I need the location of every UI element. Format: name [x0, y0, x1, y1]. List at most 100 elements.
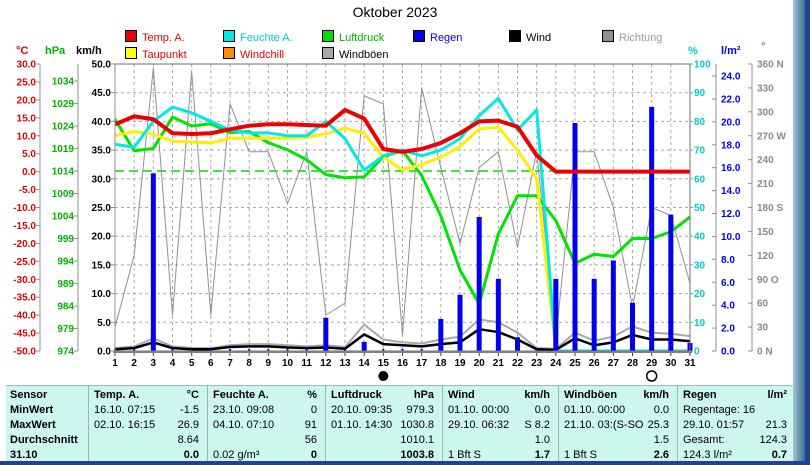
- table-row-label: MinWert: [10, 404, 54, 416]
- legend-label: Temp. A.: [142, 32, 185, 44]
- richtung-line: [114, 67, 691, 340]
- table-cell-value: S 8.2: [524, 419, 550, 431]
- svg-text:20: 20: [694, 289, 706, 300]
- temp-axis: 30.0 25.0 20.0 15.0 10.0 5.0 0.0 -5.0 -10.0 -15.0…: [13, 60, 41, 358]
- statistics-table: Sensor MinWert MaxWert Durchschnitt 31.10 Tem…: [6, 386, 796, 465]
- legend-label: Windböen: [339, 49, 389, 61]
- svg-text:150: 150: [757, 227, 774, 238]
- svg-text:-25.0: -25.0: [13, 257, 36, 268]
- svg-text:25.0: 25.0: [17, 77, 37, 88]
- table-top-border: [6, 385, 795, 386]
- svg-text:22.0: 22.0: [721, 94, 741, 105]
- svg-text:1029: 1029: [52, 99, 75, 110]
- legend-label: Taupunkt: [142, 49, 187, 61]
- svg-text:240: 240: [757, 155, 774, 166]
- svg-text:6.0: 6.0: [721, 278, 735, 289]
- svg-text:21: 21: [493, 358, 505, 369]
- table-cell-value: 1030.8: [400, 419, 434, 431]
- table-col-header: Temp. A.: [94, 389, 140, 401]
- temp-a-line: [114, 107, 690, 174]
- table-cell-value: 979.3: [406, 404, 434, 416]
- svg-text:15.0: 15.0: [17, 113, 37, 124]
- svg-text:50.0: 50.0: [92, 60, 112, 71]
- svg-text:-5.0: -5.0: [19, 185, 37, 196]
- svg-text:999: 999: [57, 234, 74, 245]
- legend-label: Regen: [430, 32, 463, 44]
- svg-text:974: 974: [57, 347, 74, 358]
- svg-text:-40.0: -40.0: [13, 311, 36, 322]
- svg-text:29: 29: [646, 358, 658, 369]
- rain-axis: 24.0 22.0 20.0 18.0 16.0 14.0 12.0 10.0 8.0 6.0 4.…: [712, 64, 741, 358]
- svg-text:16.0: 16.0: [721, 163, 741, 174]
- weather-chart-svg: 30.025.020.015.010.05.00.0-5.0-10.0-15.0…: [13, 60, 786, 382]
- legend-item-regen: Regen: [413, 30, 462, 44]
- legend-label: Richtung: [619, 32, 663, 44]
- svg-text:24.0: 24.0: [721, 72, 741, 83]
- table-col-header: Windböen: [564, 389, 618, 401]
- table-cell-value: 0.7: [771, 449, 787, 461]
- svg-text:30.0: 30.0: [17, 60, 37, 71]
- wind-axis: 50.0 45.0 40.0 35.0 30.0 25.0 20.0 15.0 10.0 5.0 0…: [92, 60, 116, 358]
- table-col-unit: hPa: [413, 389, 434, 401]
- table-cell-text: 01.10. 00:00: [564, 404, 626, 416]
- table-cell-text: 23.10. 09:08: [213, 404, 275, 416]
- svg-text:-20.0: -20.0: [13, 239, 36, 250]
- table-col-unit: km/h: [524, 389, 550, 401]
- legend-label: Windchill: [240, 49, 285, 61]
- svg-text:984: 984: [57, 302, 74, 313]
- pressure-axis: 1034 1029 1024 1019 1014 1009 1004 999 994 989 984…: [52, 64, 79, 358]
- table-column-separator: [558, 386, 559, 461]
- window-edge-gradient: [793, 0, 805, 461]
- table-cell-value: 0.0: [183, 449, 199, 461]
- svg-text:25: 25: [569, 358, 581, 369]
- svg-text:20.0: 20.0: [17, 95, 37, 106]
- svg-text:1014: 1014: [52, 167, 75, 178]
- svg-text:23: 23: [531, 358, 543, 369]
- table-cell-value: 21.3: [765, 419, 787, 431]
- legend-swatch: [509, 30, 521, 42]
- legend-swatch: [322, 30, 334, 42]
- legend-item-wind: Wind: [509, 30, 551, 44]
- svg-text:10.0: 10.0: [721, 232, 741, 243]
- svg-text:14: 14: [359, 358, 371, 369]
- table-col-header: Wind: [448, 389, 475, 401]
- table-col-unit: km/h: [643, 389, 669, 401]
- svg-text:1004: 1004: [52, 212, 75, 223]
- svg-text:12: 12: [320, 358, 332, 369]
- regen-bars: [114, 106, 693, 352]
- full-moon-icon: [645, 370, 658, 382]
- table-cell-value: 0.0: [534, 404, 550, 416]
- table-cell-value: 1003.8: [400, 449, 434, 461]
- table-cell-value: 91: [304, 419, 317, 431]
- svg-text:270 W: 270 W: [757, 131, 786, 142]
- svg-text:0.0: 0.0: [97, 347, 111, 358]
- svg-text:11: 11: [301, 358, 312, 369]
- window-border-bottom: [0, 461, 810, 465]
- day-axis: 1 2 3 4 5 6 7 8 9 10 11 12 13 14 15 16 17 18 19 20 21 22 23 24 2…: [112, 353, 696, 369]
- svg-text:40: 40: [694, 232, 706, 243]
- svg-text:4: 4: [170, 358, 176, 369]
- svg-text:1019: 1019: [52, 144, 75, 155]
- svg-text:27: 27: [608, 358, 620, 369]
- svg-text:25.0: 25.0: [92, 203, 112, 214]
- table-cell-value: 1.5: [653, 434, 669, 446]
- table-column-separator: [325, 386, 326, 461]
- svg-text:-50.0: -50.0: [13, 347, 36, 358]
- table-cell-value: 1010.1: [400, 434, 434, 446]
- legend-swatch: [125, 47, 137, 59]
- svg-text:0: 0: [694, 347, 700, 358]
- legend-label: Wind: [526, 32, 552, 44]
- svg-text:1009: 1009: [52, 189, 75, 200]
- svg-text:31: 31: [684, 358, 696, 369]
- humidity-axis-unit: %: [688, 45, 698, 57]
- svg-text:0.0: 0.0: [721, 347, 735, 358]
- table-cell-text: 29.10. 01:57: [683, 419, 745, 431]
- svg-text:18.0: 18.0: [721, 140, 741, 151]
- table-cell-value: 8.64: [177, 434, 199, 446]
- svg-text:994: 994: [57, 257, 74, 268]
- svg-text:1: 1: [112, 358, 118, 369]
- svg-text:22: 22: [512, 358, 524, 369]
- svg-text:10: 10: [282, 358, 294, 369]
- svg-text:-35.0: -35.0: [13, 293, 36, 304]
